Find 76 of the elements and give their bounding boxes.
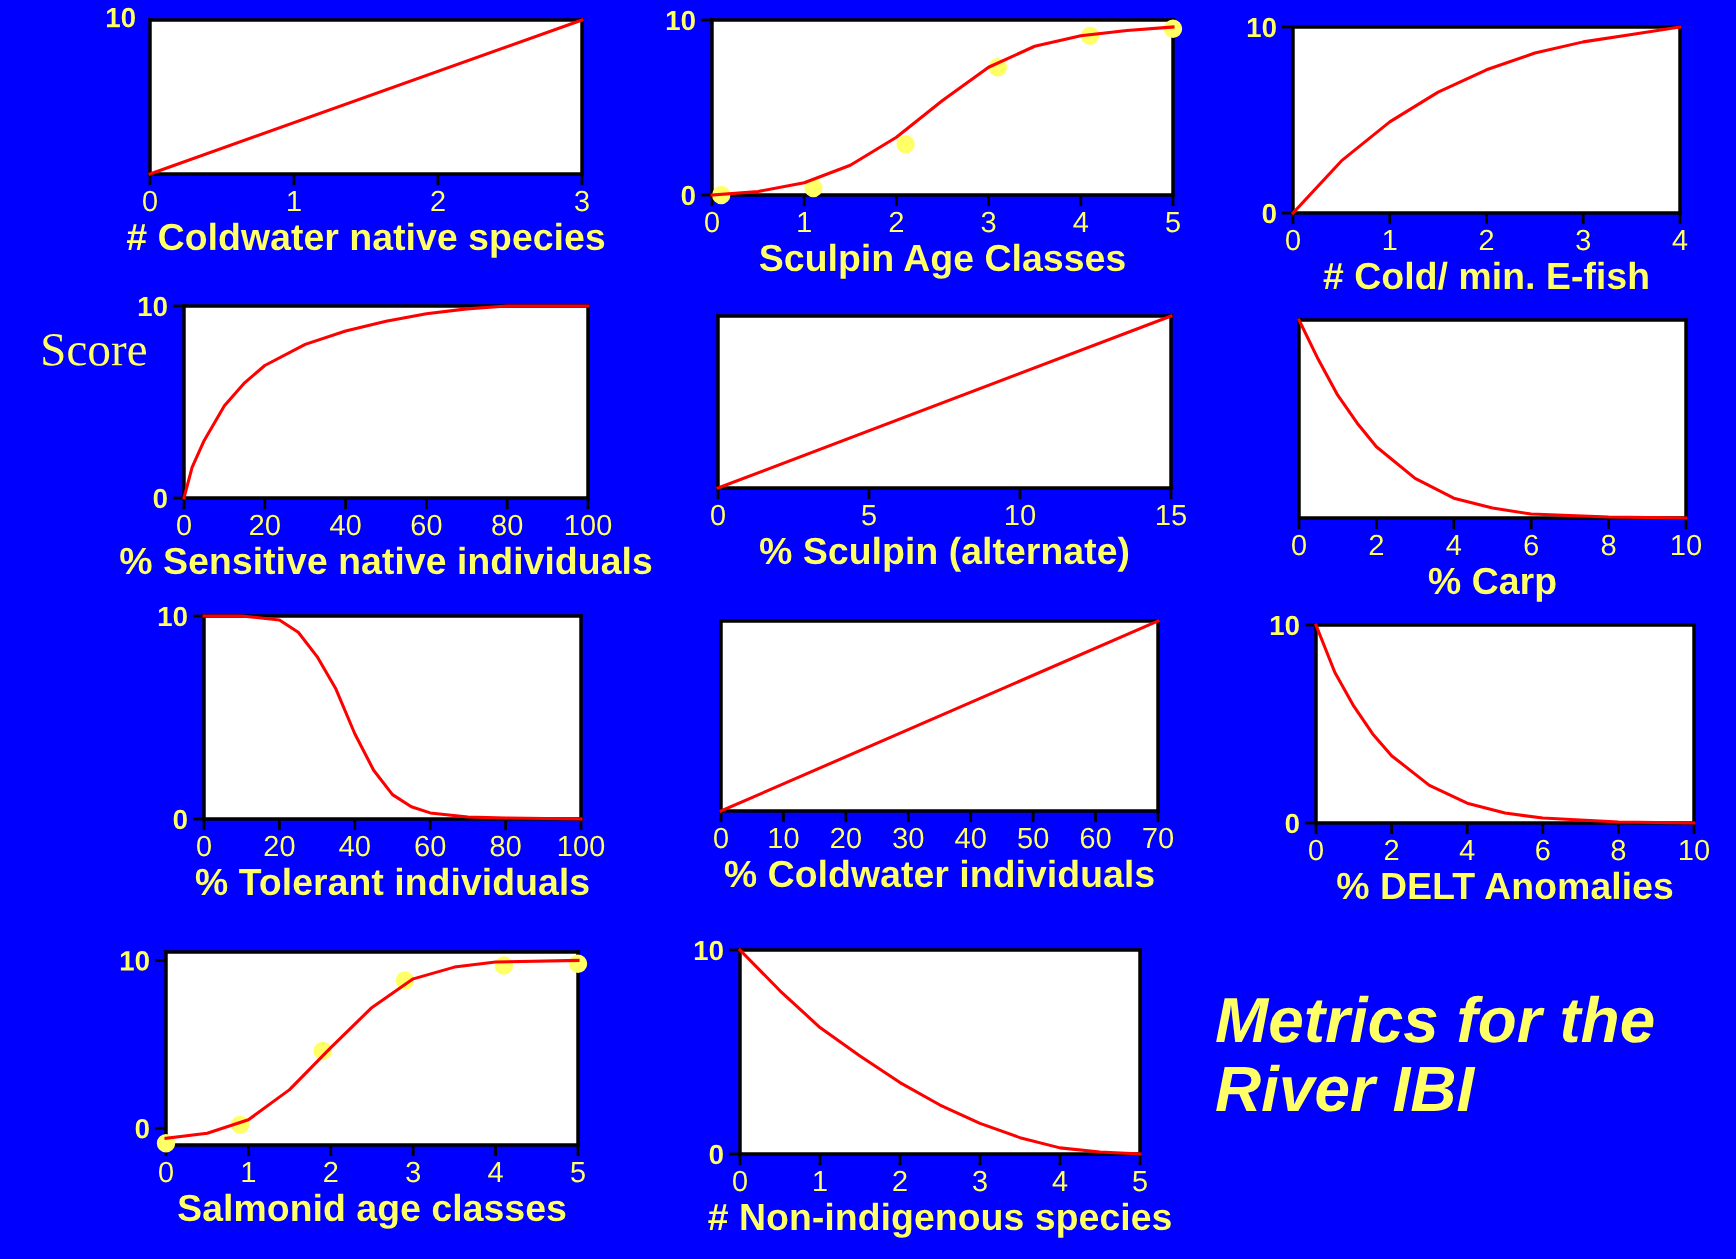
x-axis-title: # Cold/ min. E-fish — [1323, 261, 1648, 290]
x-tick-label: 1 — [1383, 230, 1397, 251]
y-tick-label: 10 — [1270, 615, 1299, 636]
x-axis-title: % Sensitive native individuals — [120, 546, 652, 575]
point — [896, 135, 915, 154]
x-tick-label: 10 — [769, 827, 799, 849]
x-tick-label: 2 — [889, 211, 904, 233]
x-tick-label: 2 — [1384, 839, 1399, 861]
x-tick-label: 10 — [1672, 534, 1702, 556]
y-tick-label: 10 — [158, 606, 187, 627]
x-tick-label: 100 — [565, 514, 612, 536]
x-tick-label: 20 — [250, 514, 280, 536]
x-tick-label: 3 — [1576, 229, 1591, 251]
x-tick-label: 4 — [1052, 1171, 1068, 1192]
x-tick-label: 6 — [1536, 839, 1550, 861]
x-tick-label: 3 — [973, 1170, 987, 1192]
x-tick-label: 60 — [411, 514, 442, 536]
x-axis-title: % Coldwater individuals — [724, 859, 1154, 888]
x-tick-label: 1 — [288, 191, 301, 212]
x-tick-label: 40 — [330, 514, 361, 536]
x-tick-label: 10 — [1680, 839, 1710, 861]
x-tick-label: 0 — [1309, 839, 1323, 861]
y-axis-title: Score — [43, 334, 146, 366]
x-tick-label: 40 — [339, 835, 370, 857]
x-tick-label: 10 — [1006, 504, 1036, 526]
x-tick-label: 6 — [1524, 534, 1539, 556]
x-tick-label: 60 — [415, 835, 446, 857]
x-tick-label: 5 — [1133, 1171, 1147, 1192]
x-tick-label: 1 — [798, 212, 811, 233]
x-axis-title: % Sculpin (alternate) — [759, 536, 1129, 572]
x-axis-title: % Tolerant individuals — [195, 867, 589, 896]
x-tick-label: 0 — [197, 835, 211, 857]
y-tick-label: 10 — [138, 296, 167, 317]
x-axis-title: Salmonid age classes — [178, 1193, 566, 1229]
x-tick-label: 5 — [571, 1162, 585, 1183]
x-tick-label: 8 — [1611, 839, 1626, 861]
x-tick-label: 4 — [1672, 230, 1688, 251]
text: Metrics for the River IBI — [1216, 995, 1654, 1112]
x-axis-title: % Carp — [1428, 567, 1556, 602]
x-tick-label: 2 — [893, 1170, 907, 1192]
x-tick-label: 0 — [733, 1170, 747, 1192]
point — [804, 178, 823, 198]
x-tick-label: 40 — [955, 827, 986, 849]
x-tick-label: 5 — [862, 505, 876, 526]
x-tick-label: 3 — [981, 211, 996, 233]
x-tick-label: 4 — [1073, 212, 1089, 233]
x-tick-label: 4 — [1459, 840, 1475, 861]
x-tick-label: 60 — [1080, 827, 1111, 849]
x-axis-title: # Non-indigenous species — [708, 1202, 1171, 1238]
x-tick-label: 20 — [264, 835, 295, 857]
x-tick-label: 70 — [1143, 827, 1174, 849]
x-tick-label: 15 — [1157, 505, 1186, 526]
x-tick-label: 20 — [831, 827, 861, 849]
x-tick-label: 4 — [1446, 535, 1462, 556]
x-tick-label: 30 — [893, 827, 924, 849]
x-tick-label: 8 — [1601, 534, 1616, 556]
x-tick-label: 2 — [324, 1161, 338, 1183]
x-tick-label: 80 — [490, 835, 521, 857]
x-tick-label: 4 — [488, 1162, 503, 1183]
x-tick-label: 1 — [814, 1171, 827, 1192]
x-axis-title: % DELT Anomalies — [1337, 871, 1673, 900]
x-tick-label: 3 — [406, 1161, 421, 1183]
x-tick-label: 5 — [1166, 212, 1180, 233]
text: 10 — [106, 7, 135, 28]
x-tick-label: 3 — [575, 190, 589, 212]
x-tick-label: 100 — [558, 835, 605, 857]
x-tick-label: 50 — [1018, 827, 1049, 849]
y-tick-label: 0 — [135, 1118, 149, 1139]
x-tick-label: 2 — [1479, 229, 1494, 251]
x-axis-title: # Coldwater native species — [126, 222, 605, 258]
x-tick-label: 1 — [242, 1162, 256, 1183]
x-tick-label: 2 — [431, 190, 445, 212]
x-tick-label: 80 — [492, 514, 523, 536]
x-tick-label: 2 — [1369, 534, 1384, 556]
x-axis-title: Sculpin Age Classes — [759, 243, 1125, 279]
y-tick-label: 0 — [153, 488, 167, 509]
